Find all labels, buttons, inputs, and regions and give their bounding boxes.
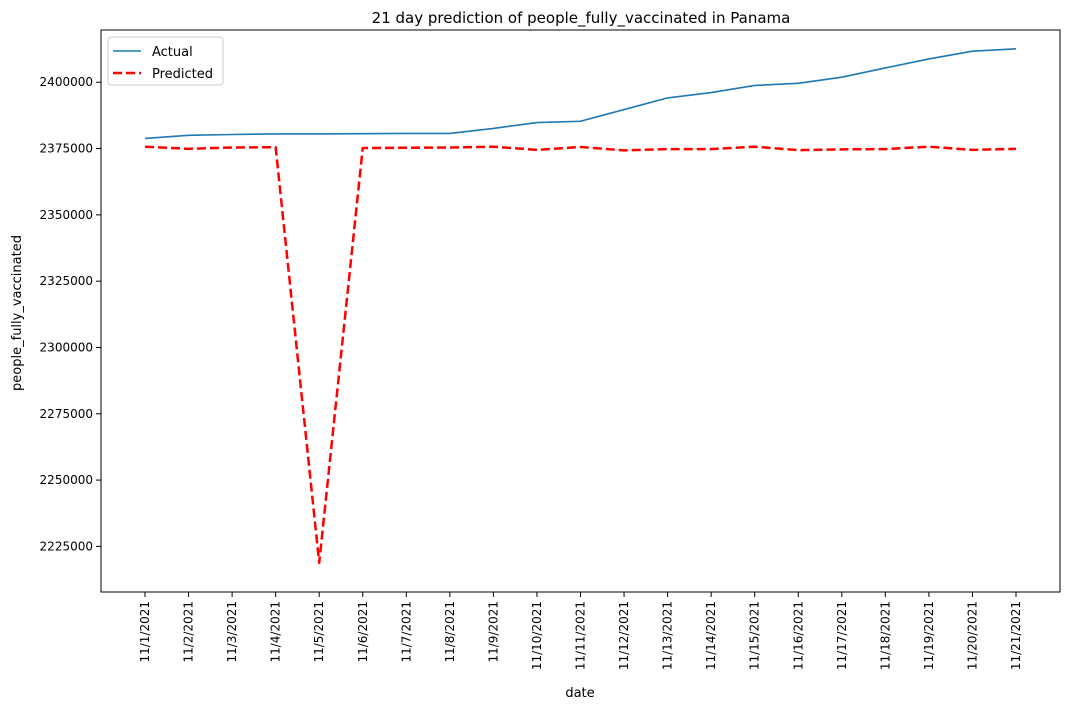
x-tick-label: 11/12/2021	[617, 601, 631, 670]
series-line-actual	[144, 48, 1017, 140]
y-tick-label: 2225000	[40, 539, 93, 553]
x-tick-label: 11/16/2021	[791, 601, 805, 670]
x-tick-label: 11/8/2021	[443, 601, 457, 663]
y-tick-label: 2400000	[40, 75, 93, 89]
y-tick-label: 2300000	[40, 340, 93, 354]
y-tick-label: 2275000	[40, 407, 93, 421]
x-tick-label: 11/20/2021	[965, 601, 979, 670]
x-tick-label: 11/3/2021	[225, 601, 239, 663]
x-tick-label: 11/6/2021	[356, 601, 370, 663]
x-tick-label: 11/5/2021	[312, 601, 326, 663]
y-axis-label: people_fully_vaccinated	[10, 235, 25, 391]
x-tick-label: 11/21/2021	[1009, 601, 1023, 670]
x-tick-label: 11/14/2021	[704, 601, 718, 670]
legend-label-actual: Actual	[152, 45, 193, 60]
x-tick-label: 11/4/2021	[269, 601, 283, 663]
y-tick-label: 2375000	[40, 142, 93, 156]
x-tick-label: 11/19/2021	[922, 601, 936, 670]
legend-label-predicted: Predicted	[152, 67, 213, 82]
x-tick-label: 11/7/2021	[399, 601, 413, 663]
x-tick-label: 11/1/2021	[138, 601, 152, 663]
x-tick-label: 11/13/2021	[661, 601, 675, 670]
x-axis: 11/1/2021 11/2/2021 11/3/2021 11/4/2021 11/5…	[138, 592, 1023, 670]
x-axis-label: date	[565, 686, 594, 701]
x-tick-label: 11/9/2021	[486, 601, 500, 663]
plot-frame	[100, 29, 1061, 593]
series-line-predicted	[144, 145, 1017, 565]
x-tick-label: 11/10/2021	[530, 601, 544, 670]
legend: Actual Predicted	[107, 36, 224, 86]
x-tick-label: 11/17/2021	[835, 601, 849, 670]
legend-box	[107, 36, 224, 86]
x-tick-label: 11/11/2021	[574, 601, 588, 670]
x-tick-label: 11/15/2021	[748, 601, 762, 670]
y-tick-label: 2350000	[40, 208, 93, 222]
x-tick-label: 11/2/2021	[182, 601, 196, 663]
x-tick-label: 11/18/2021	[878, 601, 892, 670]
series-layer	[144, 48, 1017, 565]
chart-title: 21 day prediction of people_fully_vaccin…	[372, 9, 791, 28]
y-tick-label: 2250000	[40, 473, 93, 487]
y-tick-label: 2325000	[40, 274, 93, 288]
y-axis: 2225000 2250000 2275000 2300000 2325000 23500…	[40, 75, 101, 553]
